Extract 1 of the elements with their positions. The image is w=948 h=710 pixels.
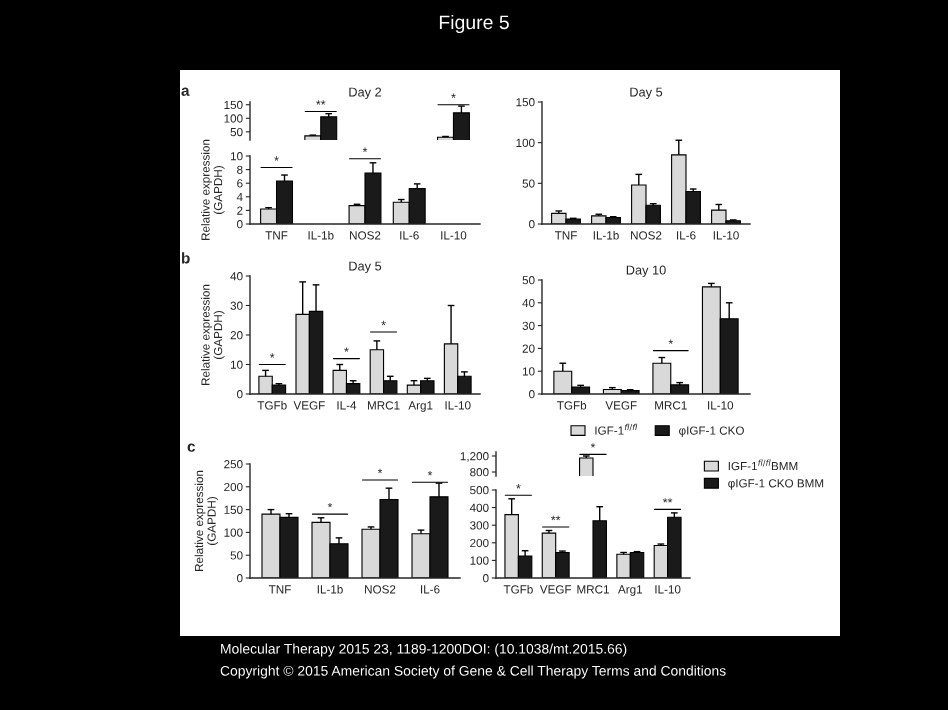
text: Figure 5 [439,14,509,34]
